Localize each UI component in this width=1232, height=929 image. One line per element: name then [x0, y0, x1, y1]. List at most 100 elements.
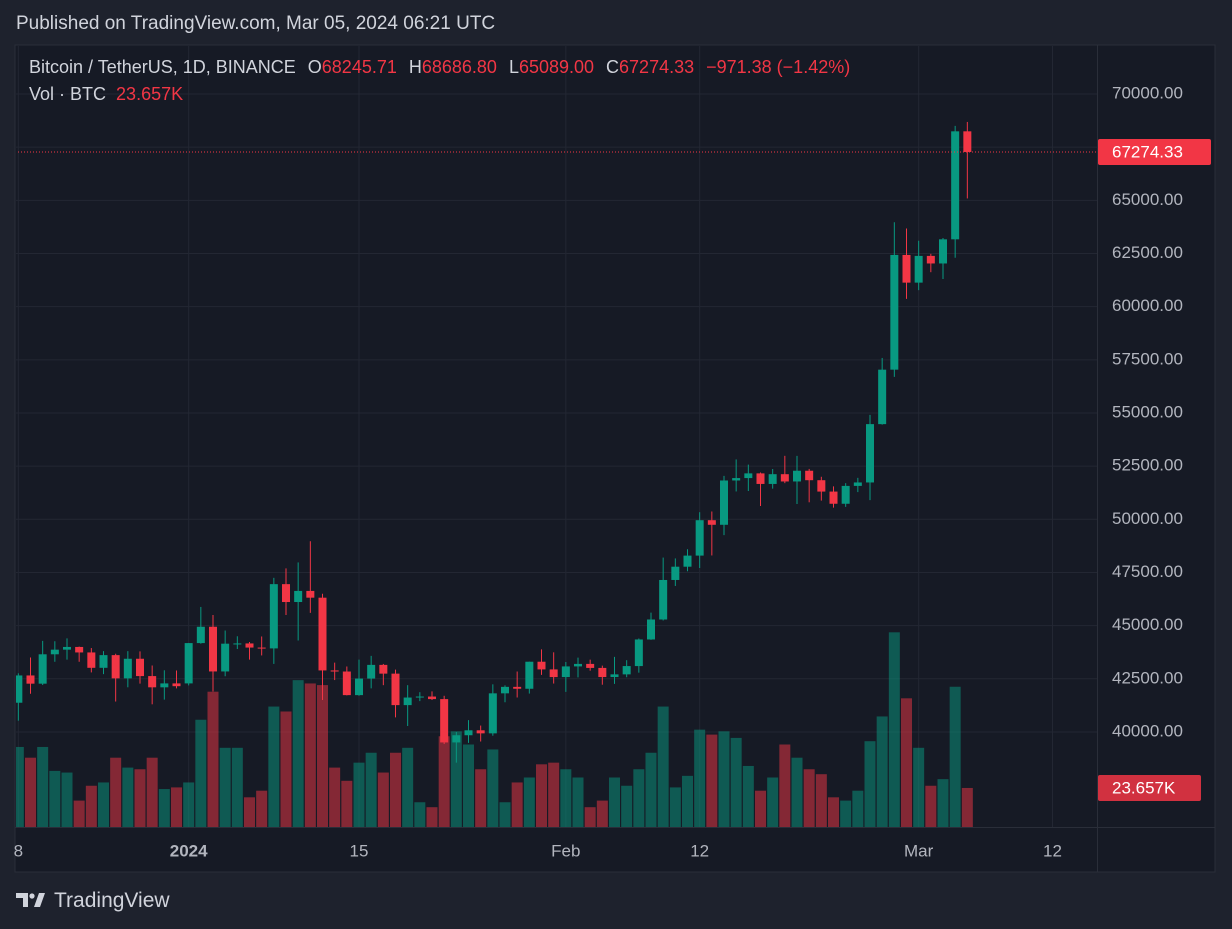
volume-bar [146, 757, 158, 827]
volume-bar [110, 757, 122, 827]
chart-panel [14, 44, 1216, 873]
ohlc-key: H [408, 57, 422, 77]
candle-body [123, 658, 132, 679]
x-tick-label: 12 [690, 841, 709, 860]
volume-bar [256, 790, 268, 827]
volume-bar [304, 683, 316, 827]
candle-body [598, 667, 607, 678]
candle-body [294, 590, 303, 603]
candle-body [379, 664, 388, 674]
candle-body [501, 686, 509, 694]
ohlc-value: 68245.71 [321, 57, 397, 77]
candle-body [841, 485, 850, 504]
x-tick-label: Feb [551, 841, 580, 860]
candle-body [768, 474, 777, 484]
symbol: Bitcoin / TetherUS, 1D, BINANCE [29, 57, 296, 77]
volume-bar [511, 782, 523, 827]
ohlc-value: 65089.00 [518, 57, 595, 77]
candle-body [756, 473, 765, 484]
volume-bar [231, 747, 243, 827]
volume-bar [596, 800, 608, 827]
volume-bar [828, 797, 839, 827]
y-tick-label: 40000.00 [1112, 721, 1183, 740]
y-tick-label: 47500.00 [1112, 562, 1183, 581]
candle-body [38, 654, 47, 684]
candle-body [695, 520, 704, 556]
volume-bar [317, 685, 328, 827]
candle-body [148, 676, 157, 688]
y-tick-label: 60000.00 [1112, 296, 1183, 315]
volume-bar [803, 769, 815, 827]
volume-bar [353, 762, 365, 827]
volume-bar [645, 752, 657, 827]
volume-bar [961, 787, 973, 827]
volume-bar [682, 775, 693, 827]
candle-body [452, 735, 461, 743]
candle-body [537, 661, 546, 670]
volume-bar [438, 736, 450, 827]
candle-body [574, 663, 582, 667]
grid [16, 46, 1097, 827]
x-tick-label: Mar [904, 841, 934, 860]
volume-bar [244, 797, 255, 827]
candle-body [184, 643, 193, 684]
volume-bar [718, 731, 730, 827]
volume-legend: Vol · BTC 23.657K [29, 84, 183, 105]
volume-bar [840, 800, 852, 827]
volume-bar [913, 747, 925, 827]
candle-body [707, 520, 716, 525]
volume-bar [742, 765, 754, 827]
candle-body [549, 669, 558, 678]
volume-bar [536, 764, 547, 827]
volume-bar [16, 746, 24, 827]
candle-body [257, 647, 266, 649]
ohlc-value: 67274.33 [619, 57, 695, 77]
volume-bar [292, 680, 304, 827]
candle-body [476, 730, 485, 734]
price-tag [1098, 138, 1211, 165]
candle-body [160, 683, 169, 688]
candle-body [355, 678, 363, 696]
volume-bar [925, 785, 937, 827]
candle-body [683, 555, 692, 567]
candle-body [914, 255, 923, 283]
volume-bar [390, 752, 401, 827]
y-tick-label: 52500.00 [1112, 456, 1183, 475]
volume-bar [329, 767, 341, 827]
volume-bar [669, 787, 681, 827]
y-tick-label: 42500.00 [1112, 668, 1183, 687]
candle-body [829, 491, 838, 504]
candle-body [63, 646, 71, 650]
volume-bar [584, 807, 596, 827]
volume-bar [365, 752, 377, 827]
candle-body [330, 670, 339, 672]
candle-body [586, 663, 595, 668]
volume-bar [901, 698, 912, 827]
volume-bar [633, 769, 645, 827]
candle-body [221, 643, 230, 672]
volume-bar [377, 772, 389, 827]
volume-bar [402, 747, 414, 827]
candle-body [342, 671, 351, 696]
x-tick-label: 15 [350, 841, 369, 860]
candle-body [780, 474, 789, 482]
candle-body [415, 696, 424, 698]
candle-body [622, 666, 631, 675]
volume-bar [207, 691, 219, 827]
candle-body [391, 673, 400, 706]
candle-body [75, 646, 84, 653]
candle-body [99, 655, 108, 668]
volume-bar [450, 731, 462, 827]
x-tick-label: 8 [14, 841, 23, 860]
candle-body [26, 675, 35, 684]
volume-bar [85, 785, 97, 827]
volume-bar [61, 772, 73, 827]
volume-tag-label: 23.657K [1112, 778, 1176, 797]
volume-bar [621, 785, 633, 827]
volume-tag [1098, 774, 1201, 801]
candle-body [440, 699, 449, 743]
candle-body [269, 584, 278, 649]
candle-body [963, 131, 972, 152]
volume-bar [268, 706, 280, 827]
volume-bar [560, 769, 572, 827]
